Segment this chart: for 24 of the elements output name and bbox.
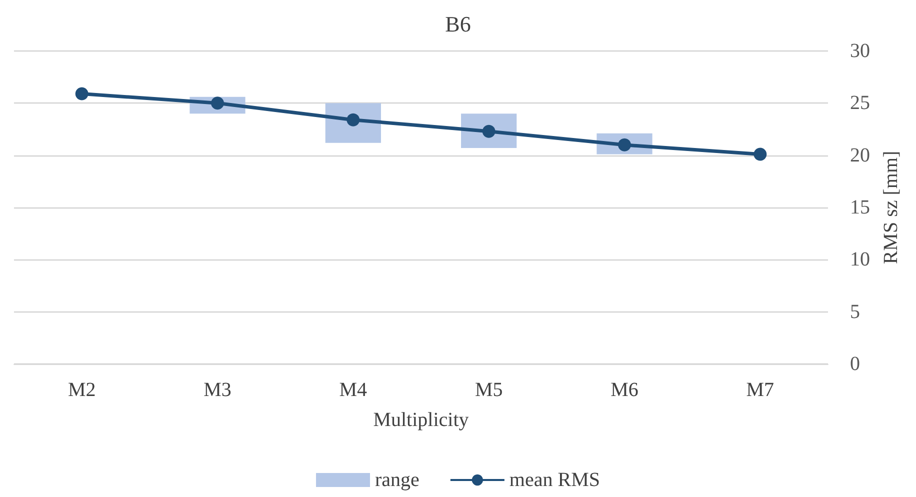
point	[211, 96, 224, 110]
x-tick-label: M5	[474, 379, 503, 401]
x-tick-label: M3	[204, 379, 232, 401]
chart-title: B6	[445, 12, 471, 36]
y-tick-label: 30	[850, 40, 870, 62]
x-tick-label: M4	[339, 379, 368, 401]
y-tick-label: 25	[850, 92, 870, 114]
point	[754, 148, 767, 161]
x-tick-label: M7	[746, 379, 774, 401]
y-tick-label: 0	[850, 353, 860, 375]
y-axis-title: RMS sz [mm]	[880, 150, 902, 264]
point	[482, 124, 496, 138]
point	[346, 113, 360, 126]
x-axis-title: Multiplicity	[373, 409, 469, 431]
y-tick-label: 15	[850, 196, 870, 218]
legend-label: mean RMS	[509, 469, 600, 491]
point	[75, 87, 88, 100]
x-tick-label: M6	[610, 379, 638, 401]
y-tick-label: 5	[850, 300, 860, 323]
legend-label: range	[375, 469, 420, 491]
x-tick-label: M2	[68, 379, 96, 401]
y-tick-label: 20	[850, 144, 870, 166]
point	[618, 138, 631, 152]
y-tick-label: 10	[850, 248, 870, 271]
